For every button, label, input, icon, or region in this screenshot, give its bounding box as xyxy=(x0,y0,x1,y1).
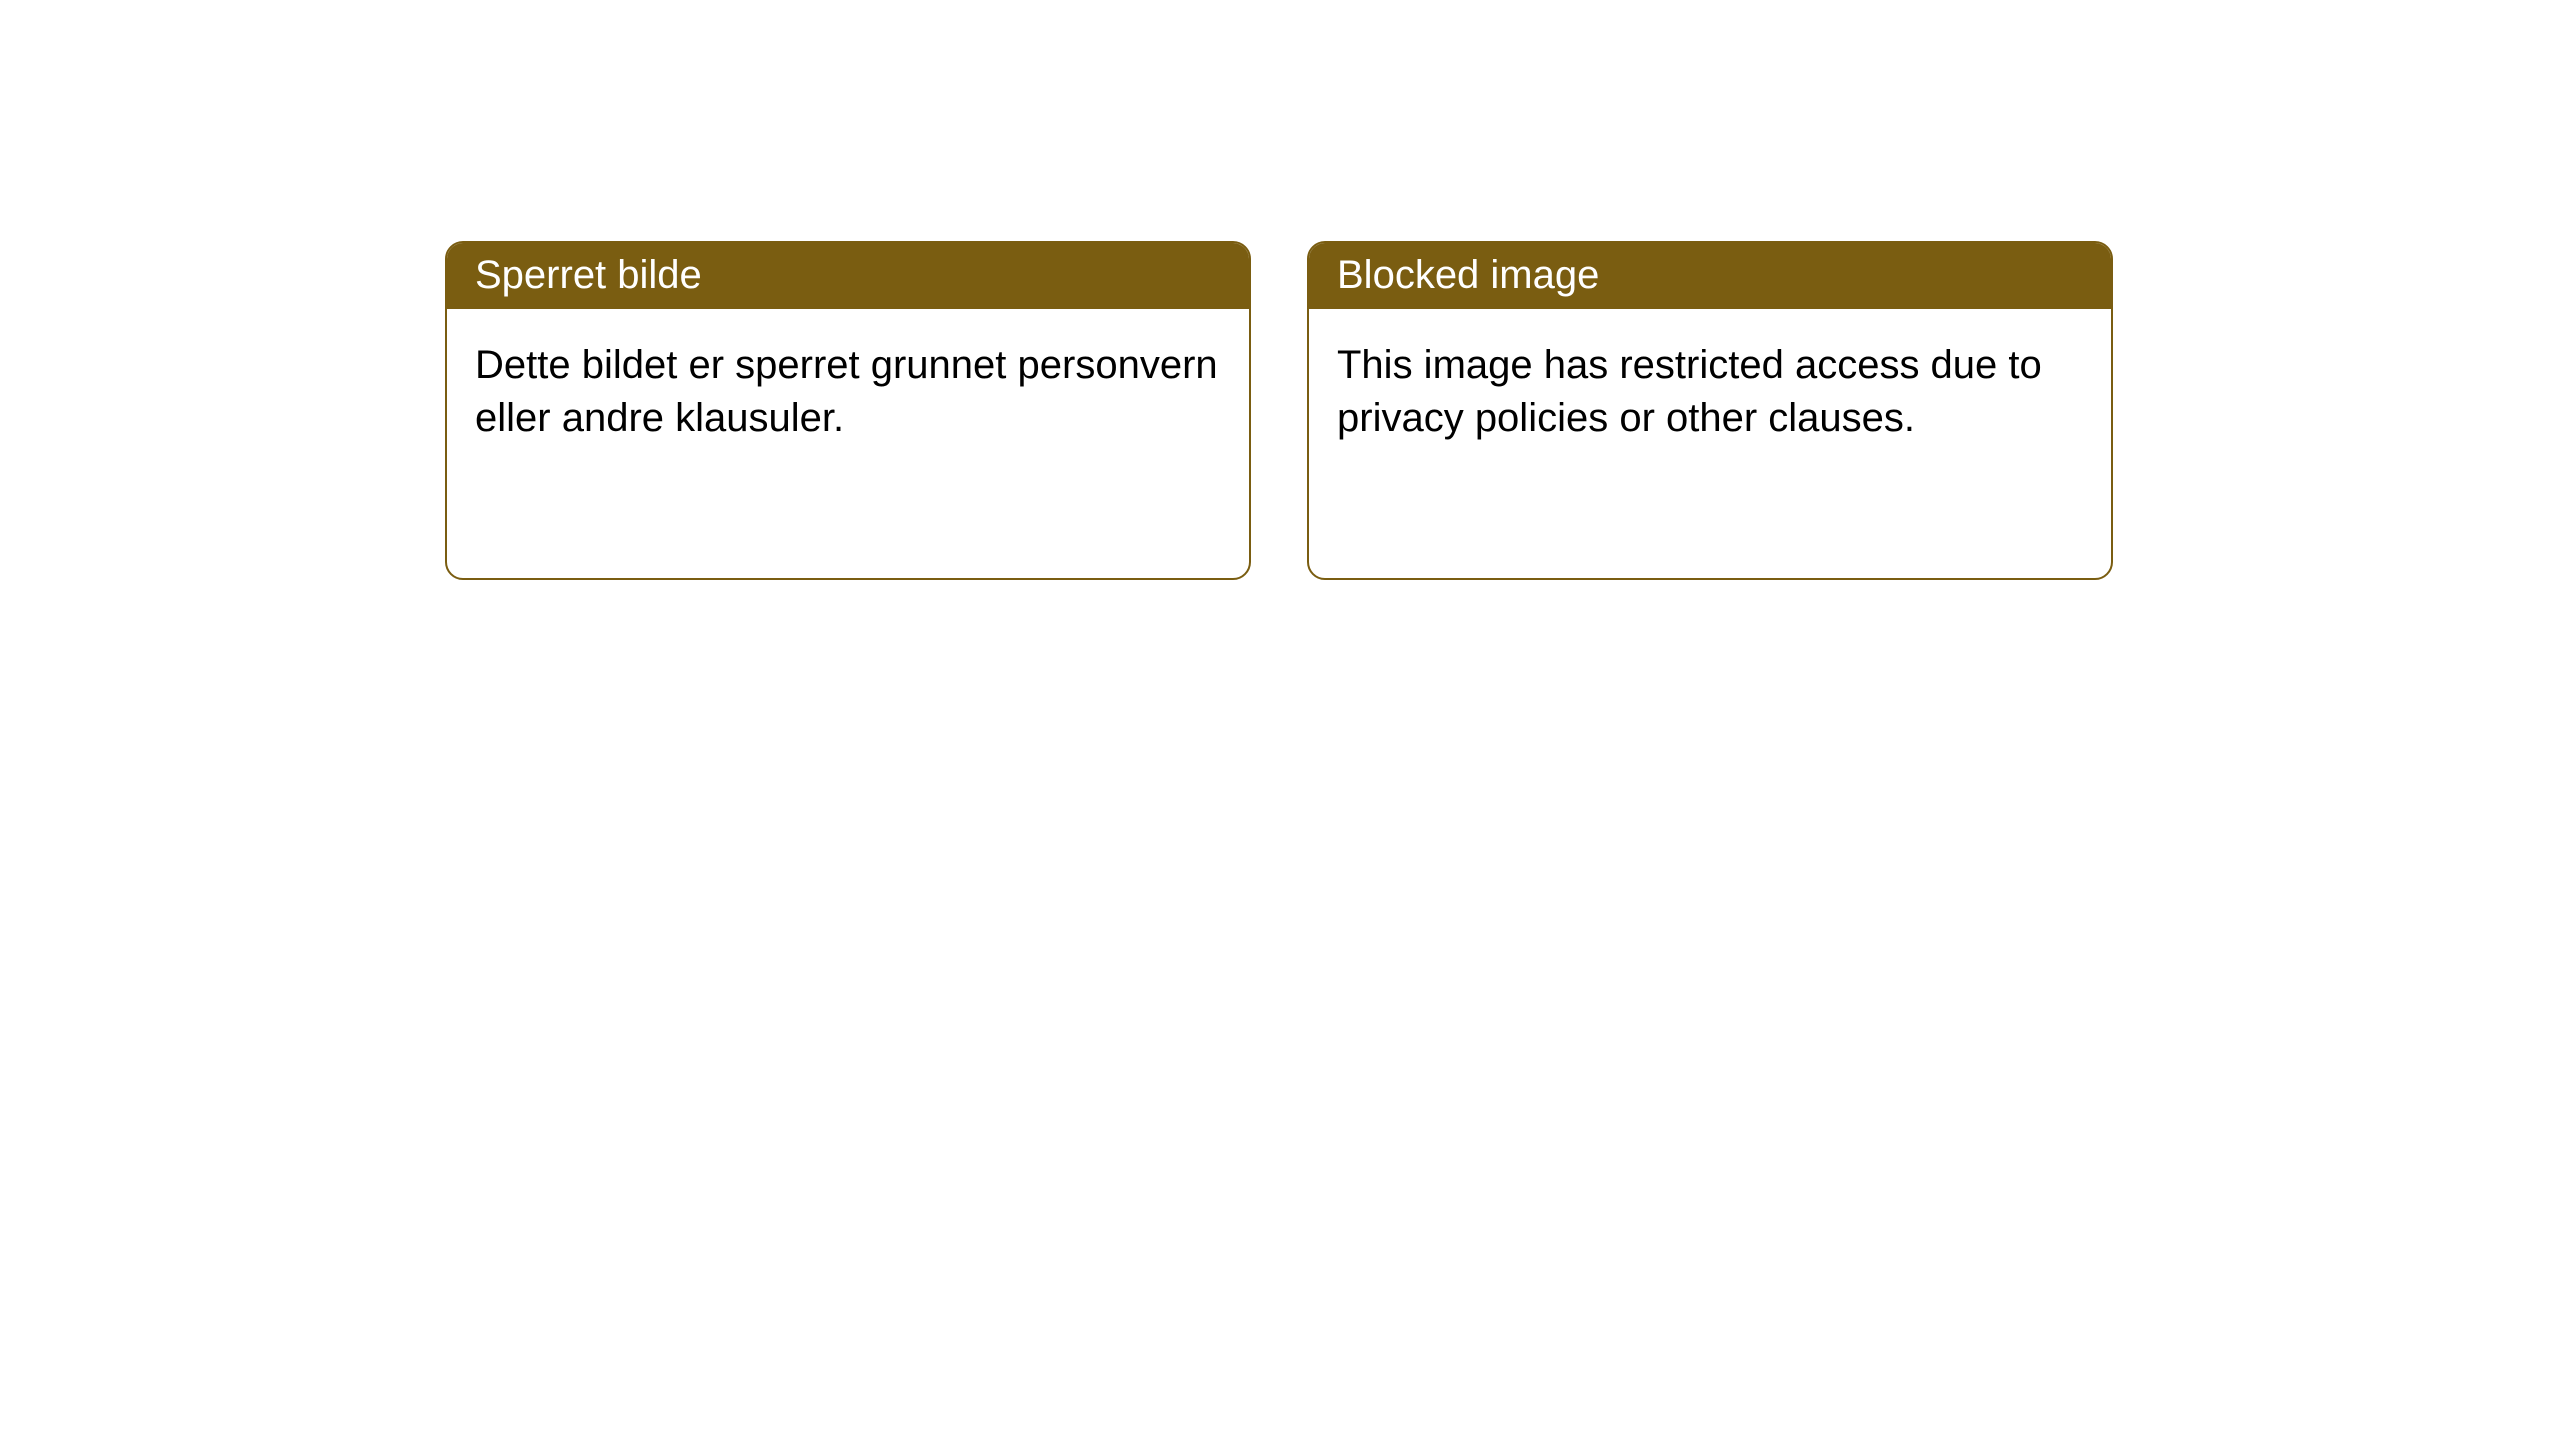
notice-body-text: Dette bildet er sperret grunnet personve… xyxy=(447,309,1249,465)
notice-card-english: Blocked image This image has restricted … xyxy=(1307,241,2113,580)
notice-body-text: This image has restricted access due to … xyxy=(1309,309,2111,465)
notice-container: Sperret bilde Dette bildet er sperret gr… xyxy=(0,0,2560,580)
notice-header: Blocked image xyxy=(1309,243,2111,309)
notice-card-norwegian: Sperret bilde Dette bildet er sperret gr… xyxy=(445,241,1251,580)
notice-header: Sperret bilde xyxy=(447,243,1249,309)
